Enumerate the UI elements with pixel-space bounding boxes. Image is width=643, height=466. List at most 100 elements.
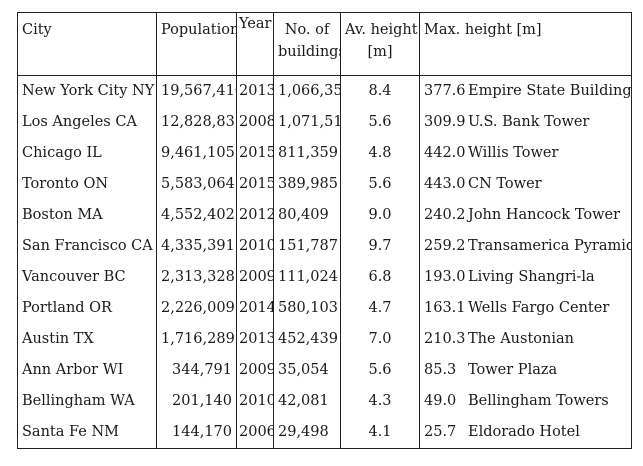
- header-avg-line2: [m]: [367, 44, 393, 60]
- tower-name: Living Shangri-la: [468, 269, 595, 285]
- cell-year: 2010: [236, 231, 274, 262]
- table-row: Portland OR 2,226,009 2014 580,103 4.7 1…: [17, 293, 632, 324]
- table-row: Toronto ON 5,583,064 2015 389,985 5.6 44…: [17, 169, 632, 200]
- cell-city: New York City NY: [17, 75, 157, 107]
- cell-buildings: 151,787: [273, 231, 341, 262]
- cell-year: 2014: [236, 293, 274, 324]
- header-max-height: Max. height [m]: [419, 12, 632, 76]
- cell-city: Chicago IL: [17, 138, 157, 169]
- max-height-value: 49.0: [424, 393, 457, 409]
- cell-buildings: 1,066,354: [273, 75, 341, 107]
- cell-city: Vancouver BC: [17, 262, 157, 293]
- cell-buildings: 42,081: [273, 386, 341, 417]
- cell-avg-height: 4.8: [340, 138, 420, 169]
- cell-avg-height: 9.0: [340, 200, 420, 231]
- cell-population: 19,567,410: [156, 75, 237, 107]
- cell-avg-height: 8.4: [340, 75, 420, 107]
- cell-max-height: 442.0 Willis Tower: [419, 138, 632, 169]
- header-year: Year: [236, 12, 274, 76]
- tower-name: Wells Fargo Center: [468, 300, 610, 316]
- cell-city: Austin TX: [17, 324, 157, 355]
- cell-buildings: 452,439: [273, 324, 341, 355]
- cell-avg-height: 4.7: [340, 293, 420, 324]
- cell-max-height: 377.6 Empire State Building: [419, 75, 632, 107]
- cell-avg-height: 9.7: [340, 231, 420, 262]
- table-row: Santa Fe NM 144,170 2006 29,498 4.1 25.7…: [17, 417, 632, 449]
- table-row: Vancouver BC 2,313,328 2009 111,024 6.8 …: [17, 262, 632, 293]
- max-height-value: 163.1: [424, 300, 466, 316]
- max-height-value: 377.6: [424, 83, 466, 99]
- header-city: City: [17, 12, 157, 76]
- table-body: New York City NY 19,567,410 2013 1,066,3…: [17, 75, 632, 449]
- cell-city: Ann Arbor WI: [17, 355, 157, 386]
- cell-population: 4,335,391: [156, 231, 237, 262]
- cell-city: Bellingham WA: [17, 386, 157, 417]
- header-population: Population: [156, 12, 237, 76]
- cell-buildings: 389,985: [273, 169, 341, 200]
- cell-avg-height: 5.6: [340, 169, 420, 200]
- table-row: Boston MA 4,552,402 2012 80,409 9.0 240.…: [17, 200, 632, 231]
- tower-name: U.S. Bank Tower: [468, 114, 590, 130]
- cell-population: 5,583,064: [156, 169, 237, 200]
- cell-avg-height: 6.8: [340, 262, 420, 293]
- cell-city: Portland OR: [17, 293, 157, 324]
- cell-year: 2015: [236, 138, 274, 169]
- table-row: Bellingham WA 201,140 2010 42,081 4.3 49…: [17, 386, 632, 417]
- cell-max-height: 240.2 John Hancock Tower: [419, 200, 632, 231]
- cell-max-height: 25.7 Eldorado Hotel: [419, 417, 632, 449]
- cell-year: 2012: [236, 200, 274, 231]
- cell-population: 2,313,328: [156, 262, 237, 293]
- cell-city: San Francisco CA: [17, 231, 157, 262]
- max-height-value: 309.9: [424, 114, 466, 130]
- header-buildings-line2: buildings: [278, 44, 341, 60]
- cell-city: Santa Fe NM: [17, 417, 157, 449]
- tower-name: Willis Tower: [468, 145, 559, 161]
- city-buildings-table: City Population Year No. of buildings Av.…: [17, 12, 632, 449]
- cell-avg-height: 7.0: [340, 324, 420, 355]
- cell-year: 2009: [236, 355, 274, 386]
- table-row: New York City NY 19,567,410 2013 1,066,3…: [17, 75, 632, 107]
- cell-buildings: 811,359: [273, 138, 341, 169]
- max-height-value: 443.0: [424, 176, 466, 192]
- cell-year: 2013: [236, 324, 274, 355]
- max-height-value: 259.2: [424, 238, 466, 254]
- cell-population: 12,828,837: [156, 107, 237, 138]
- cell-avg-height: 4.3: [340, 386, 420, 417]
- max-height-value: 85.3: [424, 362, 457, 378]
- cell-population: 1,716,289: [156, 324, 237, 355]
- header-avg-line1: Av. height: [345, 22, 418, 38]
- cell-population: 4,552,402: [156, 200, 237, 231]
- header-buildings: No. of buildings: [273, 12, 341, 76]
- cell-population: 201,140: [156, 386, 237, 417]
- table-row: Ann Arbor WI 344,791 2009 35,054 5.6 85.…: [17, 355, 632, 386]
- table-row: Chicago IL 9,461,105 2015 811,359 4.8 44…: [17, 138, 632, 169]
- cell-max-height: 443.0 CN Tower: [419, 169, 632, 200]
- cell-year: 2006: [236, 417, 274, 449]
- cell-population: 344,791: [156, 355, 237, 386]
- cell-avg-height: 5.6: [340, 107, 420, 138]
- tower-name: John Hancock Tower: [468, 207, 621, 223]
- cell-year: 2010: [236, 386, 274, 417]
- header-row: City Population Year No. of buildings Av.…: [17, 12, 632, 76]
- cell-population: 144,170: [156, 417, 237, 449]
- table-row: San Francisco CA 4,335,391 2010 151,787 …: [17, 231, 632, 262]
- header-avg-height: Av. height [m]: [340, 12, 420, 76]
- cell-max-height: 309.9 U.S. Bank Tower: [419, 107, 632, 138]
- max-height-value: 210.3: [424, 331, 466, 347]
- cell-buildings: 1,071,512: [273, 107, 341, 138]
- cell-city: Boston MA: [17, 200, 157, 231]
- max-height-value: 442.0: [424, 145, 466, 161]
- cell-max-height: 193.0 Living Shangri-la: [419, 262, 632, 293]
- header-buildings-line1: No. of: [284, 22, 330, 38]
- cell-buildings: 111,024: [273, 262, 341, 293]
- max-height-value: 240.2: [424, 207, 466, 223]
- table-header: City Population Year No. of buildings Av.…: [17, 12, 632, 76]
- cell-buildings: 580,103: [273, 293, 341, 324]
- tower-name: Eldorado Hotel: [468, 424, 580, 440]
- tower-name: Empire State Building: [468, 83, 632, 99]
- cell-buildings: 29,498: [273, 417, 341, 449]
- cell-year: 2008: [236, 107, 274, 138]
- tower-name: CN Tower: [468, 176, 542, 192]
- tower-name: Tower Plaza: [468, 362, 558, 378]
- cell-max-height: 85.3 Tower Plaza: [419, 355, 632, 386]
